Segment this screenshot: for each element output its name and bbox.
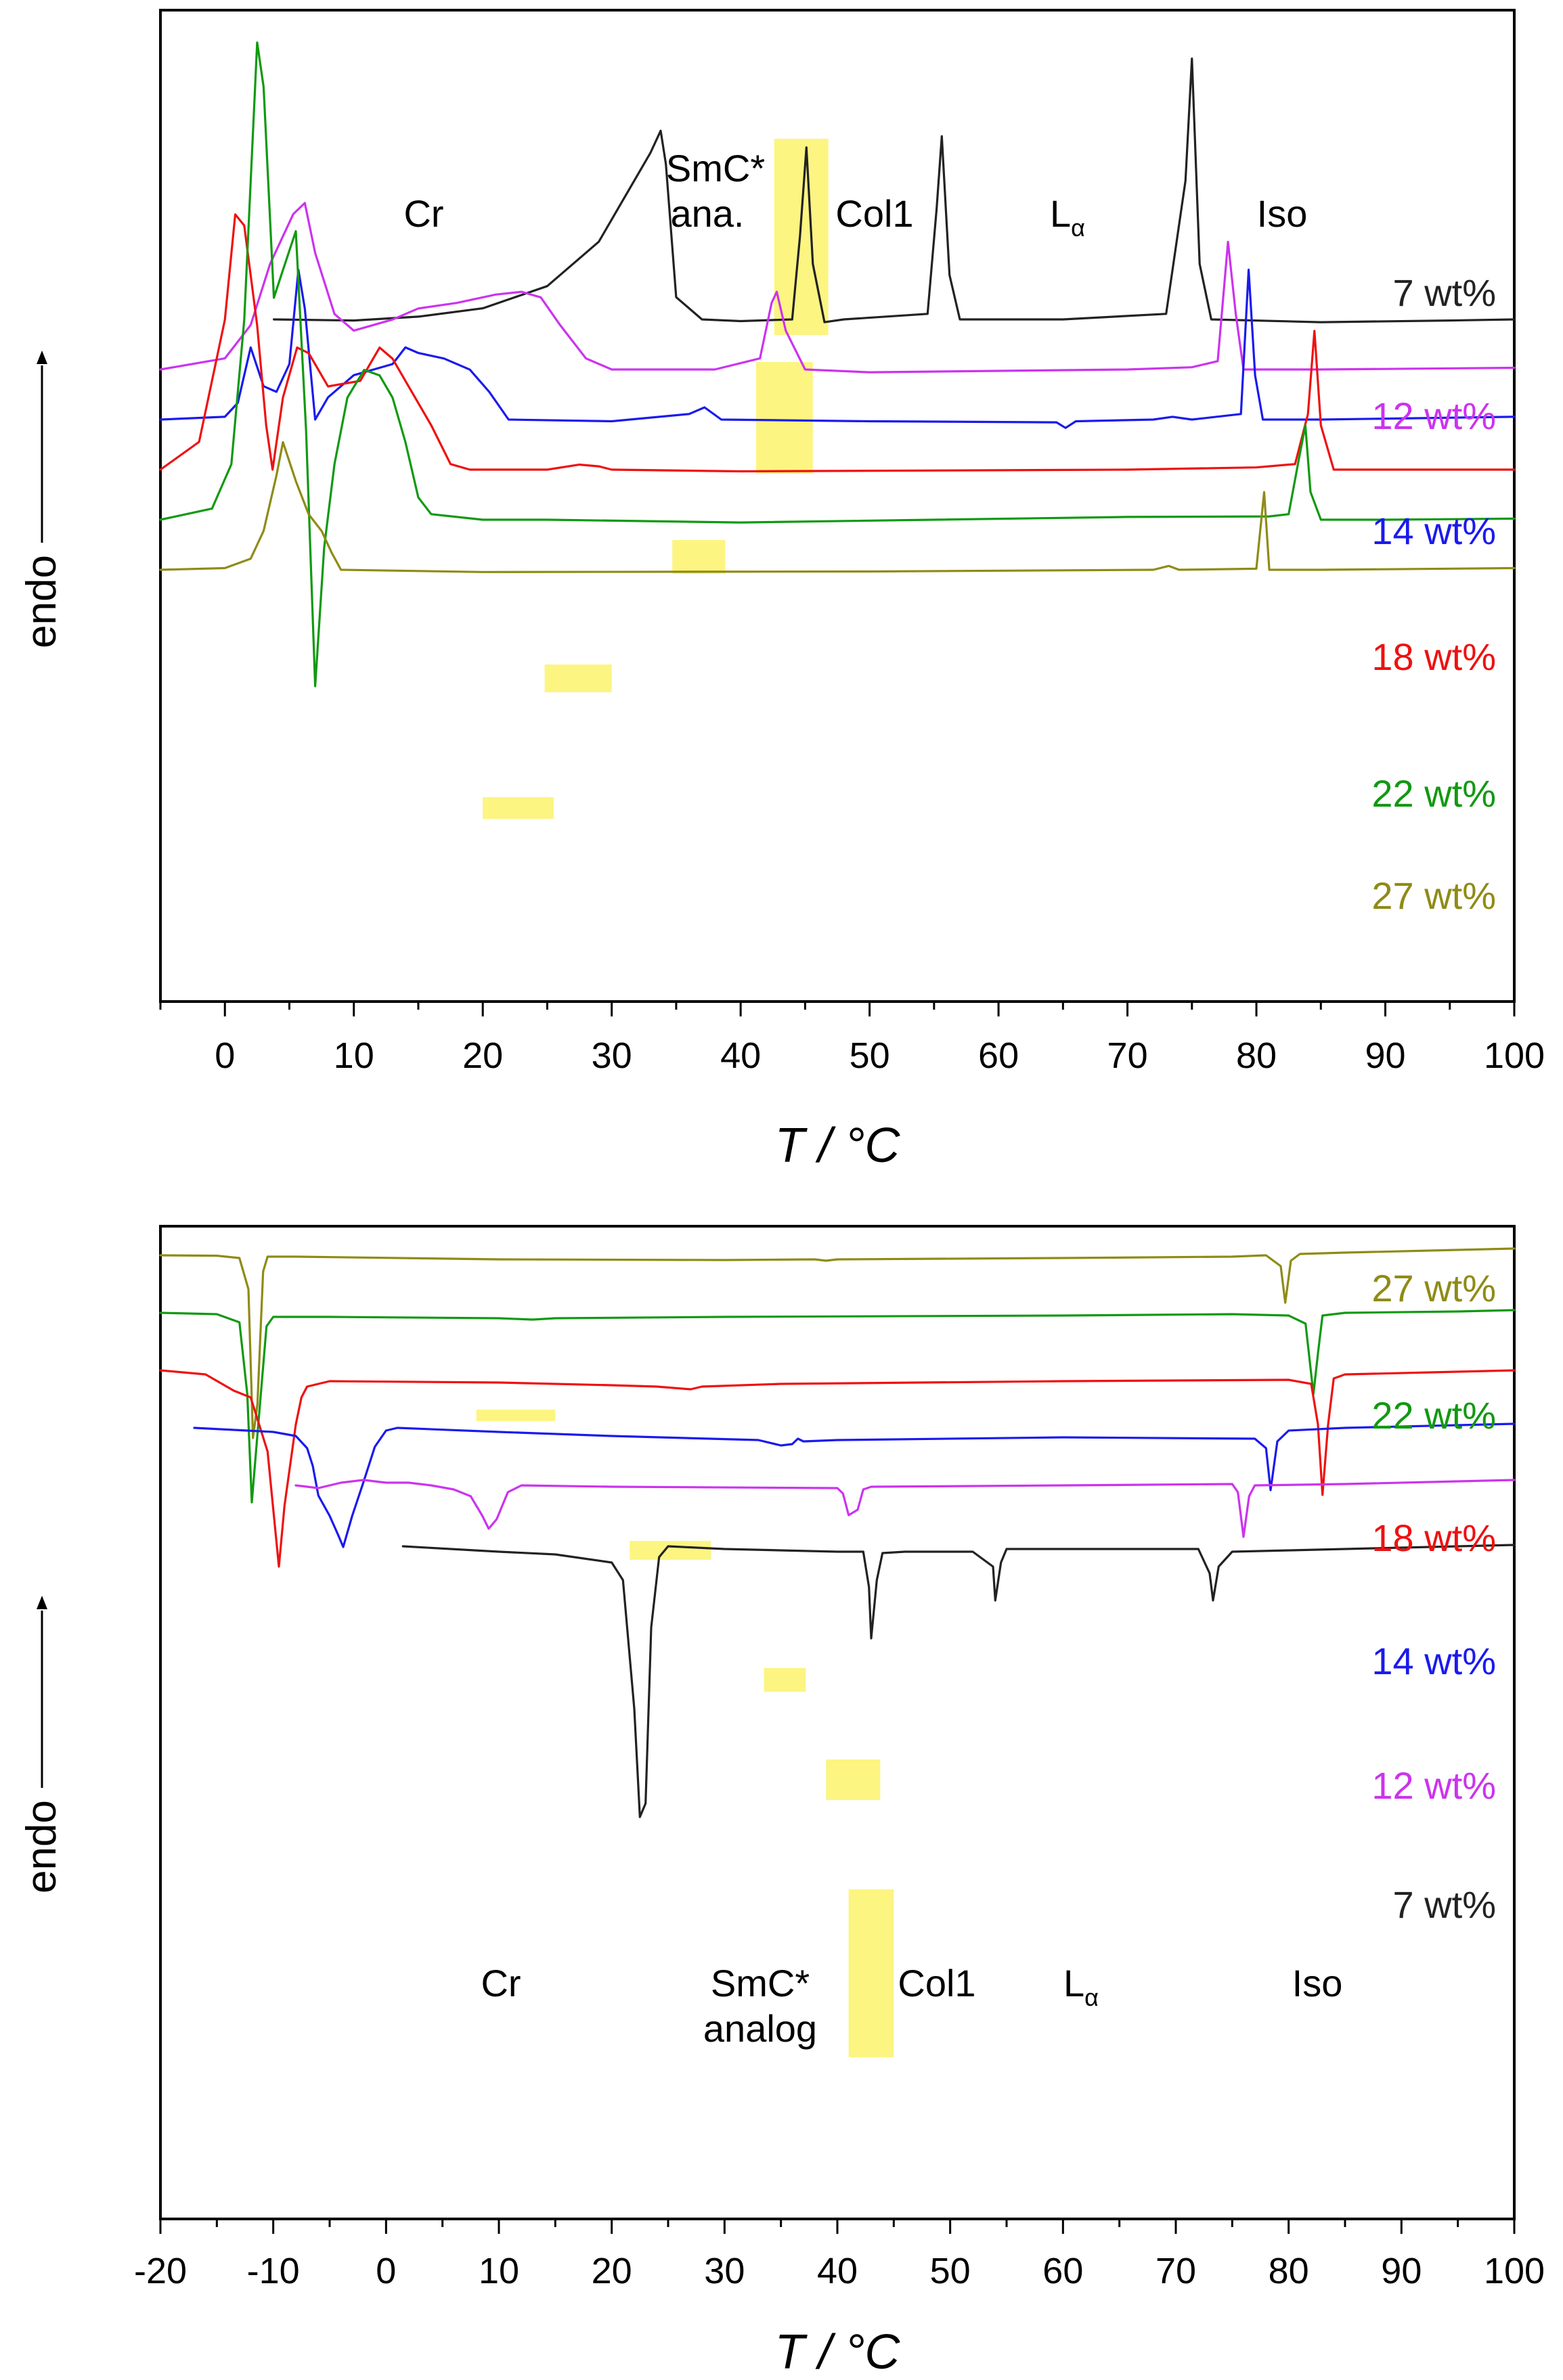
x-tick-label-top-40: 40 <box>720 1035 761 1076</box>
highlight-bot-4 <box>476 1410 556 1421</box>
series-label-27wt-top: 27 wt% <box>1371 874 1496 917</box>
phase-label-lalpha-top: Lα <box>1050 192 1085 242</box>
y-axis-label-text-top: endo <box>18 555 65 648</box>
x-tick-label-top-100: 100 <box>1484 1035 1545 1076</box>
series-label-22wt-bottom: 22 wt% <box>1371 1394 1496 1437</box>
x-tick-label-bot-60: 60 <box>1042 2251 1083 2291</box>
phase-label-alpha-sub-top: α <box>1071 214 1085 242</box>
x-tick-label-bot-20: 20 <box>592 2251 632 2291</box>
series-label-18wt-bottom: 18 wt% <box>1371 1517 1496 1559</box>
x-tick-label-bot-80: 80 <box>1269 2251 1309 2291</box>
x-axis-ticks-bottom: -20 -10 0 10 20 30 40 50 60 70 80 90 100 <box>134 2219 1545 2291</box>
phase-label-col1-bottom: Col1 <box>898 1962 975 2004</box>
highlight-top-0 <box>774 139 829 335</box>
x-tick-label-top-10: 10 <box>334 1035 374 1076</box>
x-tick-label-bot--20: -20 <box>134 2251 187 2291</box>
series-line-top-12wt <box>159 202 1516 374</box>
x-tick-label-top-0: 0 <box>215 1035 235 1076</box>
phase-label-alpha-sub-bottom: α <box>1084 1983 1099 2011</box>
phase-label-ana-top: ana. <box>671 192 745 235</box>
x-tick-label-bot-30: 30 <box>704 2251 745 2291</box>
highlight-bot-2 <box>764 1668 806 1692</box>
series-label-27wt-bottom: 27 wt% <box>1371 1267 1496 1309</box>
x-tick-label-bot-90: 90 <box>1381 2251 1422 2291</box>
highlight-top-1 <box>756 362 813 474</box>
series-line-bot-12wt <box>294 1479 1516 1538</box>
phase-label-cr-top: Cr <box>403 192 443 235</box>
phase-label-l-bottom: L <box>1063 1962 1084 2004</box>
x-axis-label-top: T / °C <box>775 1119 901 1173</box>
highlight-top-4 <box>483 797 554 819</box>
series-label-22wt-top: 22 wt% <box>1371 772 1496 815</box>
x-tick-label-top-80: 80 <box>1236 1035 1277 1076</box>
highlight-top-3 <box>544 665 612 692</box>
highlight-bot-0 <box>848 1889 894 2057</box>
x-tick-label-top-20: 20 <box>462 1035 503 1076</box>
phase-label-lalpha-bottom: Lα <box>1063 1962 1099 2011</box>
series-line-top-22wt <box>159 41 1516 688</box>
panel-bottom: -20 -10 0 10 20 30 40 50 60 70 80 90 100 Cr SmC* ana… <box>18 1225 1545 2379</box>
x-axis-label-bottom: T / °C <box>775 2325 901 2379</box>
y-axis-label-top: endo <box>18 351 65 648</box>
phase-label-smc-bottom: SmC* <box>711 1962 810 2004</box>
x-tick-label-bot-40: 40 <box>817 2251 858 2291</box>
phase-label-smc-top: SmC* <box>666 147 765 189</box>
series-label-7wt-top: 7 wt% <box>1393 271 1497 314</box>
series-label-14wt-top: 14 wt% <box>1371 510 1496 552</box>
phase-label-iso-top: Iso <box>1257 192 1308 235</box>
x-tick-label-bot-10: 10 <box>479 2251 519 2291</box>
y-axis-arrow-head-top <box>37 351 47 364</box>
x-tick-label-bot-0: 0 <box>376 2251 396 2291</box>
x-axis-ticks-top: 0 10 20 30 40 50 60 70 80 90 100 <box>159 1002 1545 1076</box>
x-tick-label-top-50: 50 <box>850 1035 890 1076</box>
x-tick-label-top-70: 70 <box>1107 1035 1148 1076</box>
series-line-bot-18wt <box>159 1369 1516 1568</box>
series-line-bot-22wt <box>159 1309 1516 1504</box>
x-tick-label-top-90: 90 <box>1365 1035 1405 1076</box>
series-label-12wt-bottom: 12 wt% <box>1371 1764 1496 1807</box>
x-tick-label-top-30: 30 <box>592 1035 632 1076</box>
phase-label-l-top: L <box>1050 192 1071 235</box>
phase-label-cr-bottom: Cr <box>481 1962 521 2004</box>
x-tick-label-top-60: 60 <box>978 1035 1019 1076</box>
series-label-12wt-top: 12 wt% <box>1371 395 1496 437</box>
highlight-top-2 <box>672 540 726 574</box>
phase-label-analog-bottom: analog <box>703 2007 817 2050</box>
x-tick-label-bot--10: -10 <box>247 2251 300 2291</box>
panel-top: 0 10 20 30 40 50 60 70 80 90 100 Cr SmC* ana. Col1… <box>18 9 1545 1173</box>
y-axis-arrow-head-bottom <box>37 1596 47 1609</box>
x-tick-label-bot-70: 70 <box>1155 2251 1196 2291</box>
series-line-bot-14wt <box>193 1422 1516 1548</box>
series-line-top-27wt <box>159 441 1516 573</box>
series-line-top-7wt <box>273 58 1516 323</box>
series-line-bot-7wt <box>401 1544 1516 1818</box>
highlight-layer-bottom <box>476 1410 894 2057</box>
y-axis-label-bottom: endo <box>18 1596 65 1893</box>
series-label-7wt-bottom: 7 wt% <box>1393 1883 1497 1926</box>
highlight-layer-top <box>483 139 829 819</box>
highlight-bot-3 <box>630 1541 711 1560</box>
x-tick-label-bot-50: 50 <box>930 2251 971 2291</box>
series-label-18wt-top: 18 wt% <box>1371 635 1496 678</box>
series-line-top-14wt <box>159 269 1516 429</box>
plot-frame-top <box>159 9 1516 1003</box>
y-axis-label-text-bottom: endo <box>18 1800 65 1893</box>
phase-label-col1-top: Col1 <box>835 192 913 235</box>
x-tick-label-bot-100: 100 <box>1484 2251 1545 2291</box>
series-label-14wt-bottom: 14 wt% <box>1371 1640 1496 1682</box>
series-layer-top <box>159 41 1516 688</box>
highlight-bot-1 <box>826 1759 881 1800</box>
series-layer-bottom <box>159 1247 1516 1818</box>
series-line-top-18wt <box>159 213 1516 473</box>
phase-label-iso-bottom: Iso <box>1292 1962 1343 2004</box>
series-line-bot-27wt <box>159 1247 1516 1439</box>
